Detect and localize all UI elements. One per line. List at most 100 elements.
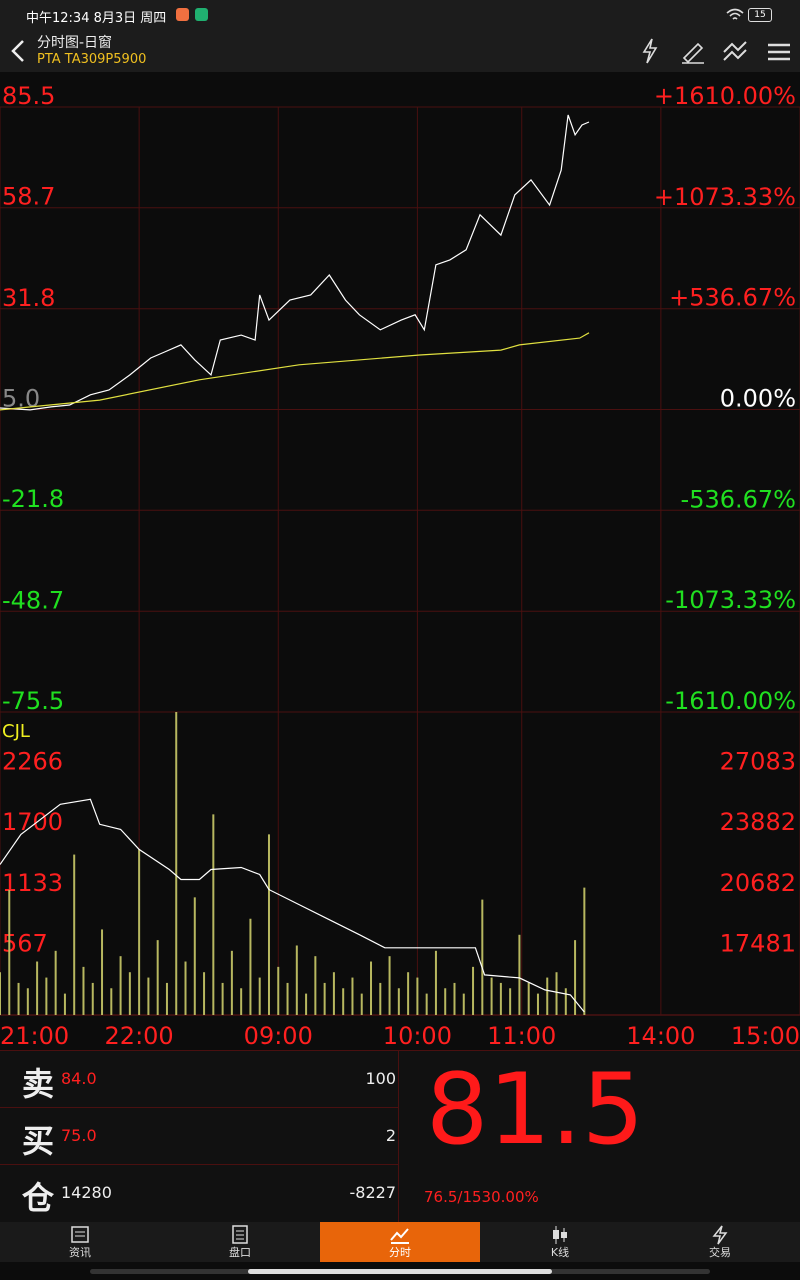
y2-tick-label: -536.67% [681, 485, 796, 513]
divider [398, 1051, 399, 1223]
tab-label: 盘口 [229, 1246, 251, 1259]
volume-bar [379, 982, 382, 1015]
volume-bar [193, 897, 196, 1015]
volume-bar [388, 956, 391, 1015]
volume-bar [36, 961, 39, 1015]
y-tick-label: -48.7 [2, 586, 64, 614]
quote-row: 仓 14280 -8227 [0, 1165, 398, 1221]
volume-bar [564, 988, 567, 1015]
tab[interactable]: 盘口 [160, 1222, 320, 1262]
tab[interactable]: K线 [480, 1222, 640, 1262]
series-line [0, 114, 590, 411]
volume-bar [45, 977, 48, 1015]
volume-bar [203, 972, 206, 1015]
row-price: 14280 [61, 1183, 112, 1202]
volume-bar [119, 956, 122, 1015]
quote-panel: 卖 84.0 100 买 75.0 2 仓 14280 -8227 81.5 76.5/15… [0, 1050, 800, 1223]
volume-bar [397, 988, 400, 1015]
series-line [0, 332, 590, 411]
row-label: 买 [22, 1122, 55, 1160]
x-tick-label: 21:00 [0, 1022, 69, 1050]
volume-bar [305, 993, 308, 1015]
toolbar-icons[interactable] [636, 36, 796, 66]
volume-bar [314, 956, 317, 1015]
volume-bar [574, 940, 577, 1015]
volume-bar [518, 934, 521, 1015]
volume-bar [230, 950, 233, 1015]
volume-bar [91, 982, 94, 1015]
y2-tick-label: 23882 [720, 808, 796, 836]
tab-bar: 资讯 盘口 分时 K线 交易 [0, 1222, 800, 1262]
x-tick-label: 22:00 [105, 1022, 174, 1050]
volume-bar [351, 977, 354, 1015]
volume-bar [249, 918, 252, 1015]
quote-row: 买 75.0 2 [0, 1108, 398, 1165]
series-line [0, 798, 585, 1013]
y2-tick-label: 27083 [720, 748, 796, 776]
volume-bar [54, 950, 57, 1015]
volume-bar [286, 982, 289, 1015]
volume-bar [17, 982, 20, 1015]
x-tick-label: 10:00 [383, 1022, 452, 1050]
x-tick-label: 11:00 [487, 1022, 556, 1050]
tab-icon [553, 1226, 567, 1244]
y2-tick-label: -1073.33% [665, 586, 796, 614]
tab-active[interactable]: 分时 [320, 1222, 480, 1262]
volume-bar [295, 945, 298, 1015]
x-tick-label: 15:00 [731, 1022, 800, 1050]
volume-bar [267, 834, 270, 1015]
y2-tick-label: 0.00% [720, 385, 796, 413]
header-subtitle: PTA TA309P5900 [37, 52, 147, 67]
volume-bar [277, 966, 280, 1015]
row-price: 84.0 [61, 1069, 97, 1088]
volume-bar [509, 988, 512, 1015]
volume-bar [583, 887, 586, 1015]
chart-area: 85.558.731.85.0-21.8-48.7-75.5+1610.00%+… [0, 82, 800, 1050]
last-price: 81.5 [426, 1053, 645, 1167]
x-tick-label: 14:00 [626, 1022, 695, 1050]
row-price: 75.0 [61, 1126, 97, 1145]
y2-tick-label: 20682 [720, 869, 796, 897]
volume-bar [536, 993, 539, 1015]
volume-bar [101, 929, 104, 1015]
row-label: 仓 [22, 1179, 55, 1217]
volume-bar [407, 972, 410, 1015]
y-tick-label: 1700 [2, 808, 63, 836]
header: 分时图-日窗 PTA TA309P5900 [0, 30, 800, 72]
volume-bar [165, 982, 168, 1015]
volume-bar [128, 972, 131, 1015]
volume-bar [555, 972, 558, 1015]
volume-bar [453, 982, 456, 1015]
back-button[interactable] [8, 38, 28, 64]
y-tick-label: -75.5 [2, 687, 64, 715]
y-tick-label: 31.8 [2, 284, 55, 312]
volume-bar [221, 982, 224, 1015]
y2-tick-label: +1610.00% [654, 82, 796, 110]
volume-bar [416, 977, 419, 1015]
header-title: 分时图-日窗 [37, 35, 113, 51]
tab-icon [390, 1228, 409, 1244]
price-change: 76.5/1530.00% [424, 1188, 539, 1206]
tab[interactable]: 交易 [640, 1222, 800, 1262]
volume-bar [73, 854, 76, 1015]
volume-bar [472, 966, 475, 1015]
panel-title: CJL [2, 721, 30, 742]
y-tick-label: 1133 [2, 869, 63, 897]
x-tick-label: 09:00 [244, 1022, 313, 1050]
y-tick-label: 85.5 [2, 82, 55, 110]
volume-bar [184, 961, 187, 1015]
volume-bar [8, 889, 11, 1015]
wifi-icon [726, 8, 744, 20]
row-label: 卖 [22, 1065, 55, 1103]
volume-bar [481, 899, 484, 1015]
y2-tick-label: +536.67% [669, 284, 796, 312]
tab-label: K线 [550, 1246, 570, 1259]
tab[interactable]: 资讯 [0, 1222, 160, 1262]
tab-icon [712, 1225, 728, 1245]
volume-bar [425, 993, 428, 1015]
y2-tick-label: +1073.33% [654, 183, 796, 211]
volume-bar [258, 977, 261, 1015]
tab-label: 资讯 [69, 1246, 91, 1259]
volume-bar [546, 977, 549, 1015]
